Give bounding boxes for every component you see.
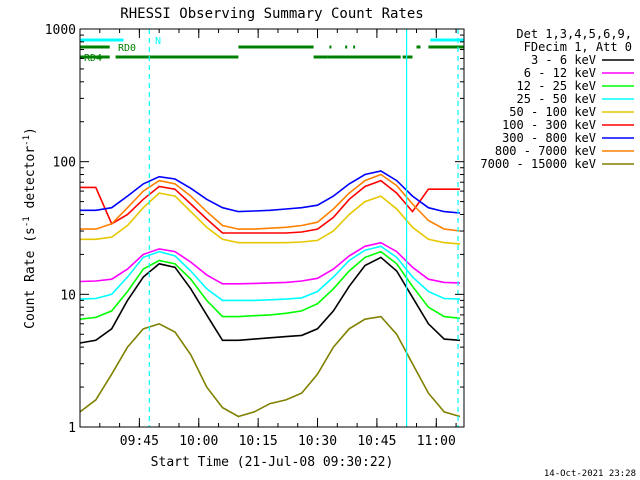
- x-tick-label-0: 09:45: [120, 434, 159, 449]
- footer-date: 14-Oct-2021 23:28: [544, 469, 636, 479]
- x-tick-label-2: 10:15: [239, 434, 278, 449]
- series-line-7: [80, 173, 461, 232]
- series-line-6: [80, 170, 461, 214]
- flag-label-2: RD4: [84, 53, 102, 64]
- axis-layer: 09:45 10:00 10:15 10:30 10:45 11:00 1 10 100 1000: [45, 23, 464, 449]
- x-tick-label-1: 10:00: [179, 434, 218, 449]
- legend: Det 1,3,4,5,6,9, FDecim 1, Att 0 3 - 6 k…: [480, 27, 634, 171]
- series-line-2: [79, 250, 461, 320]
- y-axis-label-sup2: -1: [22, 135, 32, 146]
- x-axis-label: Start Time (21-Jul-08 09:30:22): [151, 455, 394, 470]
- legend-label-7: 800 - 7000 keV: [495, 144, 596, 158]
- y-tick-label-0: 1: [68, 421, 76, 436]
- series-line-1: [79, 241, 461, 285]
- legend-label-5: 100 - 300 keV: [502, 118, 596, 132]
- series-line-8: [79, 315, 461, 418]
- x-tick-label-3: 10:30: [298, 434, 337, 449]
- chart-title: RHESSI Observing Summary Count Rates: [120, 6, 423, 22]
- legend-label-0: 3 - 6 keV: [531, 53, 596, 67]
- legend-label-3: 25 - 50 keV: [517, 92, 596, 106]
- flag-label-1: RD0: [118, 43, 136, 54]
- flag-label-0: N: [155, 36, 161, 47]
- x-tick-label-5: 11:00: [417, 434, 456, 449]
- legend-label-8: 7000 - 15000 keV: [480, 157, 596, 171]
- y-axis-label-sup1: -1: [22, 216, 32, 227]
- legend-label-4: 50 - 100 keV: [509, 105, 596, 119]
- series-line-4: [80, 192, 461, 245]
- series-line-3: [79, 245, 461, 302]
- y-axis-label: Count Rate (s-1 detector-1): [22, 127, 38, 329]
- y-axis-label-mid: detector: [23, 146, 38, 217]
- y-axis-label-main: Count Rate (s: [23, 227, 38, 329]
- plot-frame: [79, 28, 465, 428]
- y-tick-label-2: 100: [53, 156, 76, 171]
- legend-header-line-2: FDecim 1, Att 0: [524, 40, 632, 54]
- legend-label-1: 6 - 12 keV: [524, 66, 596, 80]
- series-layer: [79, 170, 461, 418]
- y-axis-label-end: ): [23, 127, 38, 135]
- series-line-5: [80, 179, 460, 234]
- y-tick-label-1: 10: [60, 288, 76, 303]
- marker-layer: [148, 29, 459, 427]
- legend-label-6: 300 - 800 keV: [502, 131, 596, 145]
- legend-label-2: 12 - 25 keV: [517, 79, 596, 93]
- series-line-0: [79, 256, 461, 344]
- legend-header-line-1: Det 1,3,4,5,6,9,: [516, 27, 632, 41]
- y-tick-label-3: 1000: [45, 23, 76, 38]
- x-tick-label-4: 10:45: [357, 434, 396, 449]
